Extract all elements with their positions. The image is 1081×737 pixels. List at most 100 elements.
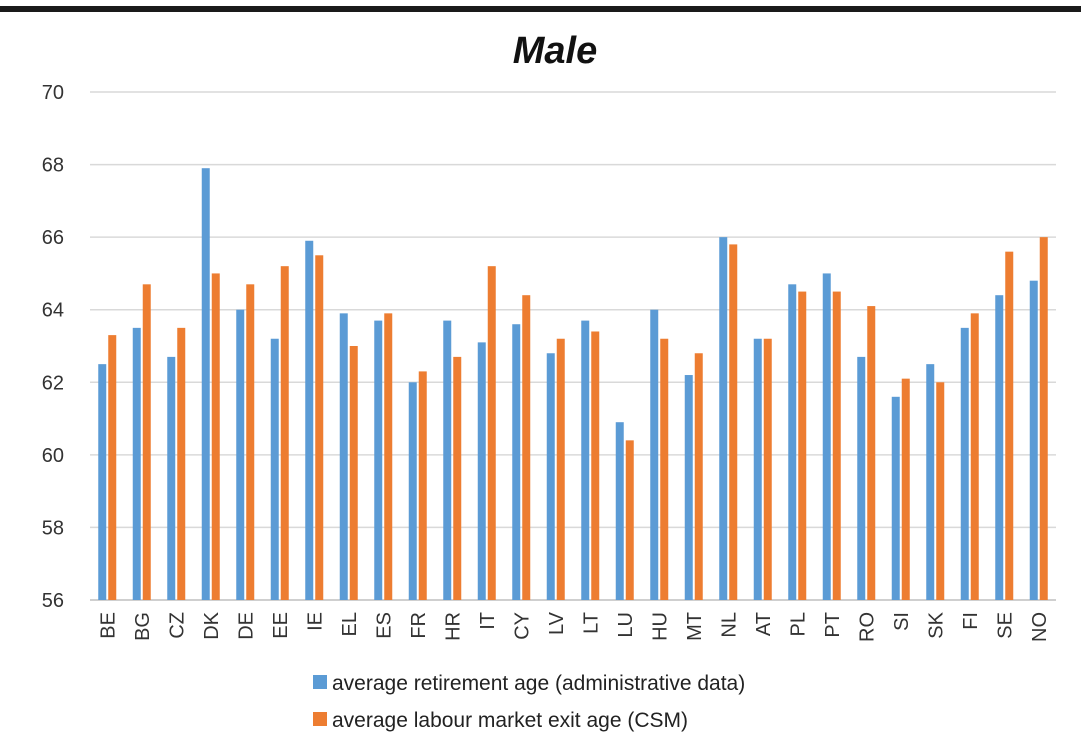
bar-HU-series-1 bbox=[660, 338, 669, 600]
bar-HR-series-0 bbox=[443, 320, 452, 600]
legend-swatch-retirement bbox=[313, 675, 327, 689]
x-tick-label-AT: AT bbox=[753, 612, 775, 636]
bar-HU-series-0 bbox=[650, 309, 659, 600]
x-tick-label-LV: LV bbox=[546, 611, 568, 635]
x-tick-label-CZ: CZ bbox=[166, 612, 188, 639]
bar-BE-series-0 bbox=[98, 364, 107, 600]
bar-BG-series-0 bbox=[132, 327, 141, 600]
x-tick-label-FI: FI bbox=[960, 612, 982, 630]
bar-CY-series-0 bbox=[512, 324, 521, 600]
bar-ES-series-1 bbox=[384, 313, 393, 600]
y-tick-label: 64 bbox=[42, 300, 64, 322]
x-tick-label-HU: HU bbox=[649, 612, 671, 641]
bar-EE-series-1 bbox=[280, 266, 289, 600]
x-tick-label-EL: EL bbox=[339, 612, 361, 636]
bar-AT-series-0 bbox=[753, 338, 762, 600]
bar-IE-series-1 bbox=[315, 255, 324, 601]
x-tick-label-MT: MT bbox=[684, 612, 706, 641]
bar-SI-series-1 bbox=[901, 378, 910, 600]
y-tick-label: 68 bbox=[42, 155, 64, 177]
bar-PL-series-1 bbox=[798, 291, 807, 600]
bar-CZ-series-1 bbox=[177, 327, 186, 600]
x-tick-label-FR: FR bbox=[408, 612, 430, 639]
bar-LT-series-1 bbox=[591, 331, 600, 600]
bar-NO-series-1 bbox=[1039, 237, 1048, 600]
y-tick-label: 56 bbox=[42, 590, 64, 612]
bar-MT-series-1 bbox=[694, 353, 703, 600]
bar-FI-series-0 bbox=[960, 327, 969, 600]
x-tick-label-CY: CY bbox=[511, 612, 533, 640]
bar-CY-series-1 bbox=[522, 295, 531, 600]
y-tick-label: 62 bbox=[42, 372, 64, 394]
bar-DE-series-0 bbox=[236, 309, 245, 600]
bar-CZ-series-0 bbox=[167, 356, 176, 600]
bars bbox=[98, 168, 1048, 601]
bar-EL-series-0 bbox=[339, 313, 348, 600]
x-tick-label-DK: DK bbox=[201, 611, 223, 639]
x-tick-label-BG: BG bbox=[132, 612, 154, 641]
bar-AT-series-1 bbox=[763, 338, 772, 600]
legend-label-retirement: average retirement age (administrative d… bbox=[332, 672, 745, 695]
x-tick-label-ES: ES bbox=[373, 612, 395, 639]
bar-MT-series-0 bbox=[684, 375, 693, 600]
bar-LU-series-1 bbox=[625, 440, 634, 600]
bar-PT-series-0 bbox=[822, 273, 831, 600]
bar-BG-series-1 bbox=[142, 284, 151, 600]
bar-PL-series-0 bbox=[788, 284, 797, 600]
bar-SE-series-0 bbox=[995, 295, 1004, 600]
x-tick-label-PT: PT bbox=[822, 612, 844, 638]
bar-IE-series-0 bbox=[305, 240, 314, 600]
y-tick-label: 60 bbox=[42, 445, 64, 467]
bar-LT-series-0 bbox=[581, 320, 590, 600]
legend-label-exit: average labour market exit age (CSM) bbox=[332, 709, 688, 732]
bar-FR-series-1 bbox=[418, 371, 427, 600]
bar-SK-series-1 bbox=[936, 382, 945, 600]
chart-title: Male bbox=[513, 30, 597, 72]
bar-DE-series-1 bbox=[246, 284, 255, 600]
x-tick-label-DE: DE bbox=[235, 612, 257, 640]
bar-ES-series-0 bbox=[374, 320, 383, 600]
bar-FR-series-0 bbox=[408, 382, 417, 600]
x-tick-label-NL: NL bbox=[718, 612, 740, 638]
x-tick-label-PL: PL bbox=[787, 612, 809, 636]
bar-FI-series-1 bbox=[970, 313, 979, 600]
bar-RO-series-0 bbox=[857, 356, 866, 600]
x-axis-category-labels: BE BG CZ DK DE EE IE EL ES FR HR IT CY LV LT LU HU MT NL AT… bbox=[97, 611, 1051, 642]
legend-swatch-exit bbox=[313, 712, 327, 726]
x-tick-label-SE: SE bbox=[994, 612, 1016, 639]
x-tick-label-NO: NO bbox=[1029, 612, 1051, 642]
x-tick-label-SK: SK bbox=[925, 611, 947, 638]
bar-DK-series-0 bbox=[201, 168, 210, 600]
x-tick-label-IT: IT bbox=[477, 612, 499, 630]
bar-EE-series-0 bbox=[270, 338, 279, 600]
bar-DK-series-1 bbox=[211, 273, 220, 600]
gridlines bbox=[90, 91, 1056, 601]
x-tick-label-SI: SI bbox=[891, 612, 913, 631]
bar-SK-series-0 bbox=[926, 364, 935, 600]
bar-SI-series-0 bbox=[891, 396, 900, 600]
legend: average retirement age (administrative d… bbox=[313, 672, 745, 732]
bar-SE-series-1 bbox=[1005, 251, 1014, 600]
x-tick-label-HR: HR bbox=[442, 612, 464, 641]
bar-LV-series-1 bbox=[556, 338, 565, 600]
y-axis-tick-labels: 56 58 60 62 64 66 68 70 bbox=[42, 82, 64, 612]
bar-PT-series-1 bbox=[832, 291, 841, 600]
x-tick-label-BE: BE bbox=[97, 612, 119, 639]
x-tick-label-EE: EE bbox=[270, 612, 292, 639]
bar-HR-series-1 bbox=[453, 356, 462, 600]
bar-LU-series-0 bbox=[615, 422, 624, 600]
bar-NO-series-0 bbox=[1029, 280, 1038, 600]
y-tick-label: 70 bbox=[42, 82, 64, 104]
y-tick-label: 66 bbox=[42, 227, 64, 249]
x-tick-label-LT: LT bbox=[580, 612, 602, 634]
bar-LV-series-0 bbox=[546, 353, 555, 600]
y-tick-label: 58 bbox=[42, 517, 64, 539]
bar-IT-series-1 bbox=[487, 266, 496, 600]
bar-IT-series-0 bbox=[477, 342, 486, 600]
x-tick-label-RO: RO bbox=[856, 612, 878, 642]
x-tick-label-LU: LU bbox=[615, 612, 637, 638]
x-tick-label-IE: IE bbox=[304, 612, 326, 631]
top-border-rule bbox=[0, 6, 1081, 12]
bar-EL-series-1 bbox=[349, 346, 358, 600]
